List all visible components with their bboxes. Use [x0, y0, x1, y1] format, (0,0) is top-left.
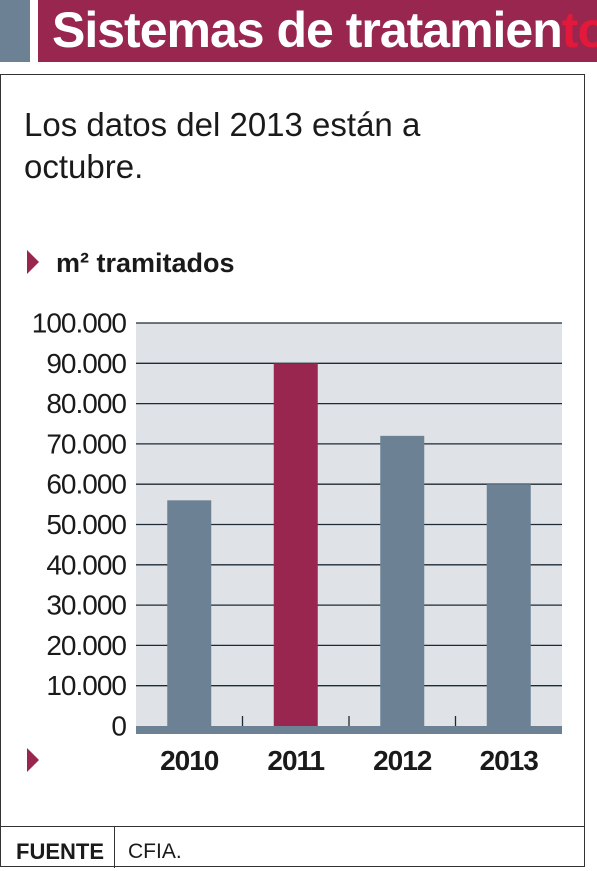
chart-frame [0, 74, 585, 867]
y-tick-label: 70.000 [46, 428, 126, 459]
y-tick-label: 40.000 [46, 549, 126, 580]
y-tick-label: 60.000 [46, 469, 126, 500]
y-tick-label: 30.000 [46, 590, 126, 621]
y-tick-label: 20.000 [46, 630, 126, 661]
y-tick-label: 90.000 [46, 348, 126, 379]
bar-2012 [380, 435, 425, 726]
triangle-marker-icon [27, 250, 39, 274]
bar-2013 [486, 484, 531, 726]
header-banner: Sistemas de tratamiento [38, 0, 597, 62]
y-tick-label: 50.000 [46, 509, 126, 540]
y-tick-label: 10.000 [46, 670, 126, 701]
x-tick-label: 2013 [480, 745, 539, 776]
page-title: Sistemas de tratamiento [52, 2, 597, 58]
source-value: CFIA. [128, 840, 182, 863]
chart-title: m² tramitados [56, 248, 235, 278]
x-tick-label: 2010 [160, 745, 219, 776]
source-label: FUENTE [16, 839, 104, 864]
y-tick-label: 80.000 [46, 388, 126, 419]
y-tick-label: 100.000 [32, 308, 127, 339]
bar-2010 [167, 500, 212, 726]
header-accent-block [0, 0, 30, 62]
title-main-text: Sistemas de tratamien [52, 2, 563, 58]
bar-2011 [273, 363, 318, 726]
footer: FUENTE CFIA. [0, 826, 585, 868]
bar-chart: 0 10.000 20.000 30.000 40.000 50.000 60.000 70.… [32, 308, 562, 776]
x-axis-bar [136, 726, 562, 734]
title-tail-text: to [561, 2, 597, 58]
x-tick-label: 2012 [373, 745, 432, 776]
footer-divider [114, 827, 115, 868]
x-tick-label: 2011 [267, 745, 324, 776]
y-tick-label: 0 [111, 711, 126, 742]
subtitle-note: Los datos del 2013 están a octubre. [24, 106, 421, 185]
triangle-marker-icon [27, 748, 39, 772]
